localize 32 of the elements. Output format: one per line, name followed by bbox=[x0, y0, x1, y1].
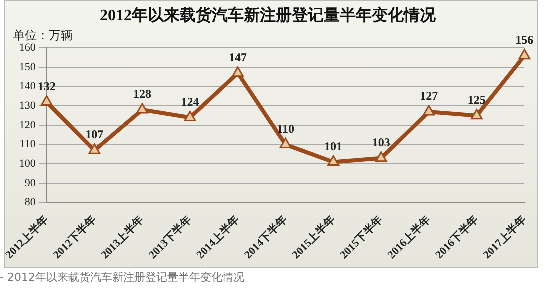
point bbox=[88, 144, 101, 154]
y-tick-label: 120 bbox=[19, 119, 36, 132]
y-tick-label: 100 bbox=[19, 158, 36, 170]
point bbox=[184, 111, 196, 122]
y-tick-label: 160 bbox=[19, 42, 36, 54]
data-label: 128 bbox=[133, 87, 152, 102]
y-tick-label: 130 bbox=[19, 100, 36, 112]
y-tick-label: 80 bbox=[24, 196, 36, 209]
data-label: 101 bbox=[324, 139, 343, 154]
y-tick-label: 140 bbox=[19, 80, 36, 93]
data-label: 127 bbox=[420, 89, 438, 104]
data-label: 110 bbox=[277, 122, 294, 136]
data-label: 125 bbox=[468, 92, 486, 107]
point bbox=[518, 49, 531, 60]
point bbox=[232, 66, 244, 78]
data-label: 124 bbox=[181, 94, 200, 109]
point bbox=[470, 109, 483, 120]
data-label: 103 bbox=[372, 135, 390, 150]
point bbox=[136, 103, 148, 114]
data-label: 132 bbox=[38, 79, 56, 94]
point bbox=[423, 105, 436, 116]
y-tick-label: 90 bbox=[24, 177, 36, 190]
point bbox=[375, 152, 388, 162]
y-tick-label: 150 bbox=[19, 61, 36, 74]
chart-title: 2012年以来载货汽车新注册登记量半年变化情况 bbox=[100, 6, 437, 25]
y-tick-label: 110 bbox=[20, 138, 36, 151]
y-axis-title: 单位：万辆 bbox=[13, 28, 73, 42]
point bbox=[328, 155, 340, 166]
data-label: 107 bbox=[86, 128, 104, 142]
data-label: 147 bbox=[229, 50, 247, 64]
text: - 2012年以来载货汽车新注册登记量半年变化情况 bbox=[0, 270, 244, 285]
data-label: 156 bbox=[516, 33, 534, 48]
